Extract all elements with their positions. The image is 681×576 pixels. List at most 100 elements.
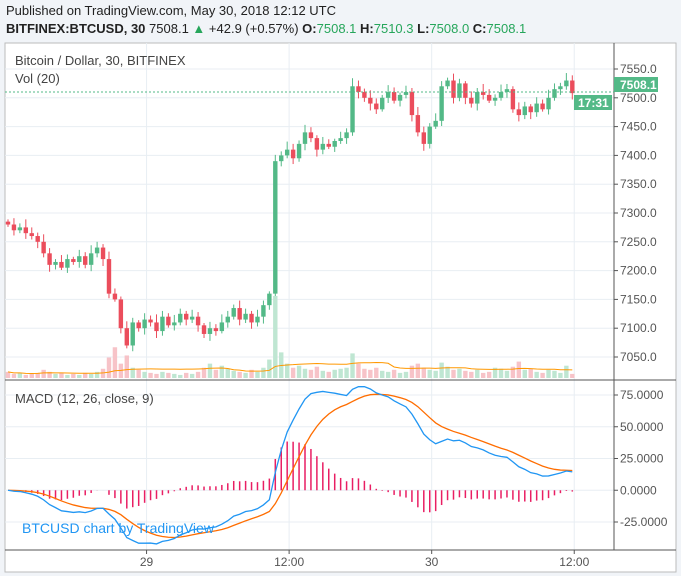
candle-body [11,224,17,231]
volume-bar [344,367,349,378]
candle-body [261,305,266,317]
candle-body [486,94,492,101]
candle-body [195,316,201,326]
watermark: BTCUSD chart by TradingView [22,520,215,536]
candle-body [148,319,153,323]
volume-bar [397,372,403,378]
candle-body [522,106,527,116]
volume-bar [59,372,64,378]
candle-body [409,92,415,116]
price-tick-label: 7300.0 [620,206,657,220]
volume-bar [486,371,492,378]
volume-bar [290,367,296,378]
candle-body [47,253,52,265]
price-tick-label: 7550.0 [620,62,657,76]
candle-body [481,92,486,95]
volume-bar [213,369,219,378]
volume-bar [314,366,320,378]
candle-body [439,86,444,121]
candle-body [65,259,70,268]
volume-bar [564,365,569,378]
candle-body [302,132,308,144]
candle-body [279,155,284,162]
candle-body [510,89,516,110]
macd-tick-label: 0.0000 [620,483,657,497]
chart-frame [4,42,677,573]
volume-bar [320,370,326,378]
candle-body [59,261,64,268]
volume-bar [540,372,545,378]
volume-bar [492,367,498,378]
candle-body [284,149,290,156]
candle-body [5,221,11,225]
volume-bar [142,371,147,378]
candle-body [213,328,219,332]
volume-bar [88,373,94,378]
volume-bar [439,362,444,378]
candle-body [207,328,213,334]
volume-bar [255,371,260,378]
candle-body [350,86,355,133]
volume-bar [516,361,522,378]
candle-body [201,325,207,334]
low-label: L: [417,21,430,36]
candle-body [142,319,147,329]
candle-body [344,132,349,139]
price-change: +42.9 (+0.57%) [208,21,299,36]
candle-body [421,132,426,144]
macd-tick-label: 50.0000 [620,420,664,434]
volume-bar [463,370,468,378]
candle-body [403,92,409,95]
candle-body [88,253,94,265]
candle-body [296,143,302,159]
candle-body [552,89,557,98]
candle-body [546,97,551,110]
last-price-tag [614,77,658,92]
volume-bar [35,372,40,378]
volume-bar [94,371,100,378]
candle-body [380,97,385,110]
volume-bar [184,372,189,378]
volume-bar [326,371,331,378]
candle-body [166,316,171,326]
candle-body [451,80,456,98]
macd-tick-label: -25.0000 [620,515,668,529]
macd-line [7,385,573,545]
candle-body [154,322,159,332]
volume-bar [350,353,355,378]
candle-body [564,80,569,87]
candle-body [469,97,474,104]
candle-body [314,138,320,150]
last-price: 7508.1 [149,21,189,36]
close-value: 7508.1 [486,21,527,36]
volume-bar [237,371,242,378]
volume-bar [445,366,450,378]
candle-body [540,103,545,110]
high-value: 7510.3 [373,21,414,36]
price-tick-label: 7250.0 [620,235,657,249]
volume-bar [172,373,177,378]
volume-bar [154,373,159,378]
volume-bar [29,373,34,378]
candle-body [178,313,183,323]
time-tick-label: 12:00 [559,555,589,569]
volume-bar [160,371,165,378]
candle-body [106,259,112,294]
volume-bar [409,365,415,378]
volume-bar [23,374,29,378]
macd-tick-label: 25.0000 [620,452,664,466]
price-tick-label: 7050.0 [620,350,657,364]
volume-bar [332,369,337,378]
volume-bar [130,367,135,378]
volume-bar [112,347,118,378]
volume-bar [11,373,17,378]
open-value: 7508.1 [316,21,357,36]
time-tick-label: 29 [140,555,154,569]
volume-bar [273,296,278,378]
volume-bar [261,367,266,378]
candle-body [570,80,575,94]
candle-body [368,97,373,104]
volume-bar [510,366,516,378]
volume-bar [481,372,486,378]
